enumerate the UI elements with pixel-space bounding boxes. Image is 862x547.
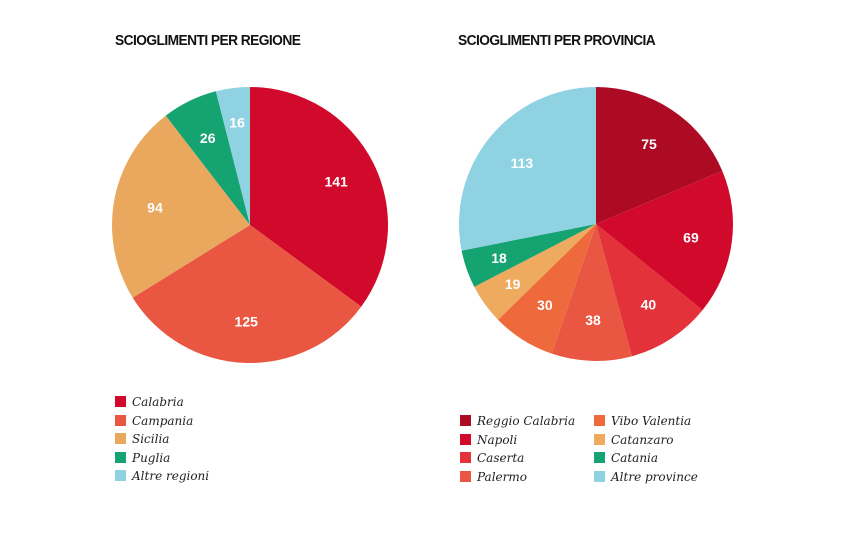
legend-label: Puglia: [132, 450, 171, 465]
legend-swatch: [460, 470, 471, 482]
legend-item: Catania: [594, 449, 658, 467]
data-label: 30: [537, 297, 553, 313]
legend-item: Altre province: [594, 468, 698, 486]
pie-slice-altre-regioni: [215, 87, 250, 225]
legend-label: Altre regioni: [132, 469, 210, 483]
legend-swatch: [594, 433, 605, 445]
legend-swatch: [115, 451, 126, 463]
legend-label: Campania: [132, 413, 194, 428]
legend-item: Reggio Calabria: [460, 412, 575, 430]
legend-label: Calabria: [132, 395, 184, 409]
legend-label: Caserta: [477, 451, 525, 465]
legend-item: Palermo: [460, 468, 527, 486]
legend-label: Reggio Calabria: [477, 414, 576, 428]
legend-label: Catania: [611, 451, 659, 465]
legend-label: Napoli: [477, 432, 518, 447]
data-label: 16: [229, 114, 245, 130]
legend-item: Calabria: [115, 393, 184, 411]
legend-label: Palermo: [477, 469, 527, 484]
pie-slice-catania: [461, 224, 596, 287]
pie-slice-puglia: [165, 91, 250, 225]
legend-item: Caserta: [460, 449, 524, 467]
legend-swatch: [460, 452, 471, 463]
legend-item: Vibo Valentia: [594, 412, 691, 430]
data-label: 26: [200, 130, 216, 146]
pie-slice-vibo-valentia: [497, 224, 596, 354]
pie-slice-caserta: [596, 224, 703, 357]
pie-slice-altre-province: [459, 87, 596, 251]
chart-title-provincia: SCIOGLIMENTI PER PROVINCIA: [458, 33, 656, 49]
data-label: 40: [641, 296, 657, 312]
legend-swatch: [115, 414, 126, 426]
chart-title-regione: SCIOGLIMENTI PER REGIONE: [115, 33, 301, 49]
legend-swatch: [115, 470, 126, 481]
legend-swatch: [460, 433, 471, 445]
legend-item: Puglia: [115, 449, 170, 467]
legend-swatch: [594, 452, 605, 463]
data-label: 125: [235, 314, 259, 330]
pie-slice-sicilia: [112, 115, 250, 298]
data-label: 94: [147, 200, 163, 216]
pie-slice-catanzaro: [474, 224, 596, 320]
legend-swatch: [460, 415, 471, 426]
legend-item: Altre regioni: [115, 467, 209, 485]
legend-item: Catanzaro: [594, 431, 673, 449]
legend-item: Campania: [115, 412, 193, 430]
data-label: 18: [491, 250, 507, 266]
pie-slice-palermo: [551, 224, 632, 362]
legend-label: Catanzaro: [611, 432, 674, 447]
legend-label: Sicilia: [132, 432, 170, 446]
legend-swatch: [594, 470, 605, 482]
legend-swatch: [115, 396, 126, 407]
pie-slice-campania: [132, 225, 362, 363]
pie-slice-reggio-calabria: [596, 87, 723, 224]
legend-item: Sicilia: [115, 430, 169, 448]
data-label: 38: [585, 312, 601, 328]
data-label: 69: [683, 229, 699, 245]
legend-label: Altre province: [611, 469, 698, 484]
legend-label: Vibo Valentia: [611, 414, 692, 428]
data-label: 19: [505, 276, 521, 292]
legend-item: Napoli: [460, 431, 517, 449]
pie-slice-calabria: [250, 87, 389, 307]
legend-swatch: [594, 415, 605, 426]
pie-slice-napoli: [596, 170, 733, 311]
data-label: 141: [324, 173, 348, 189]
legend-swatch: [115, 433, 126, 444]
data-label: 75: [641, 136, 657, 152]
data-label: 113: [511, 155, 534, 171]
